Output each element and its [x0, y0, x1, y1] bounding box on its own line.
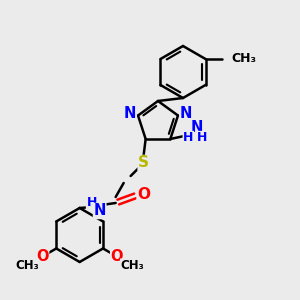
Text: H: H	[183, 131, 194, 145]
Text: O: O	[137, 188, 150, 202]
Text: N: N	[180, 106, 192, 121]
Text: CH₃: CH₃	[15, 259, 39, 272]
Text: S: S	[138, 155, 149, 170]
Text: N: N	[190, 121, 202, 136]
Text: N: N	[94, 203, 106, 218]
Text: CH₃: CH₃	[232, 52, 256, 65]
Text: H: H	[86, 196, 97, 209]
Text: CH₃: CH₃	[121, 259, 144, 272]
Text: N: N	[124, 106, 136, 121]
Text: H: H	[197, 131, 208, 145]
Text: O: O	[111, 249, 123, 264]
Text: O: O	[36, 249, 49, 264]
